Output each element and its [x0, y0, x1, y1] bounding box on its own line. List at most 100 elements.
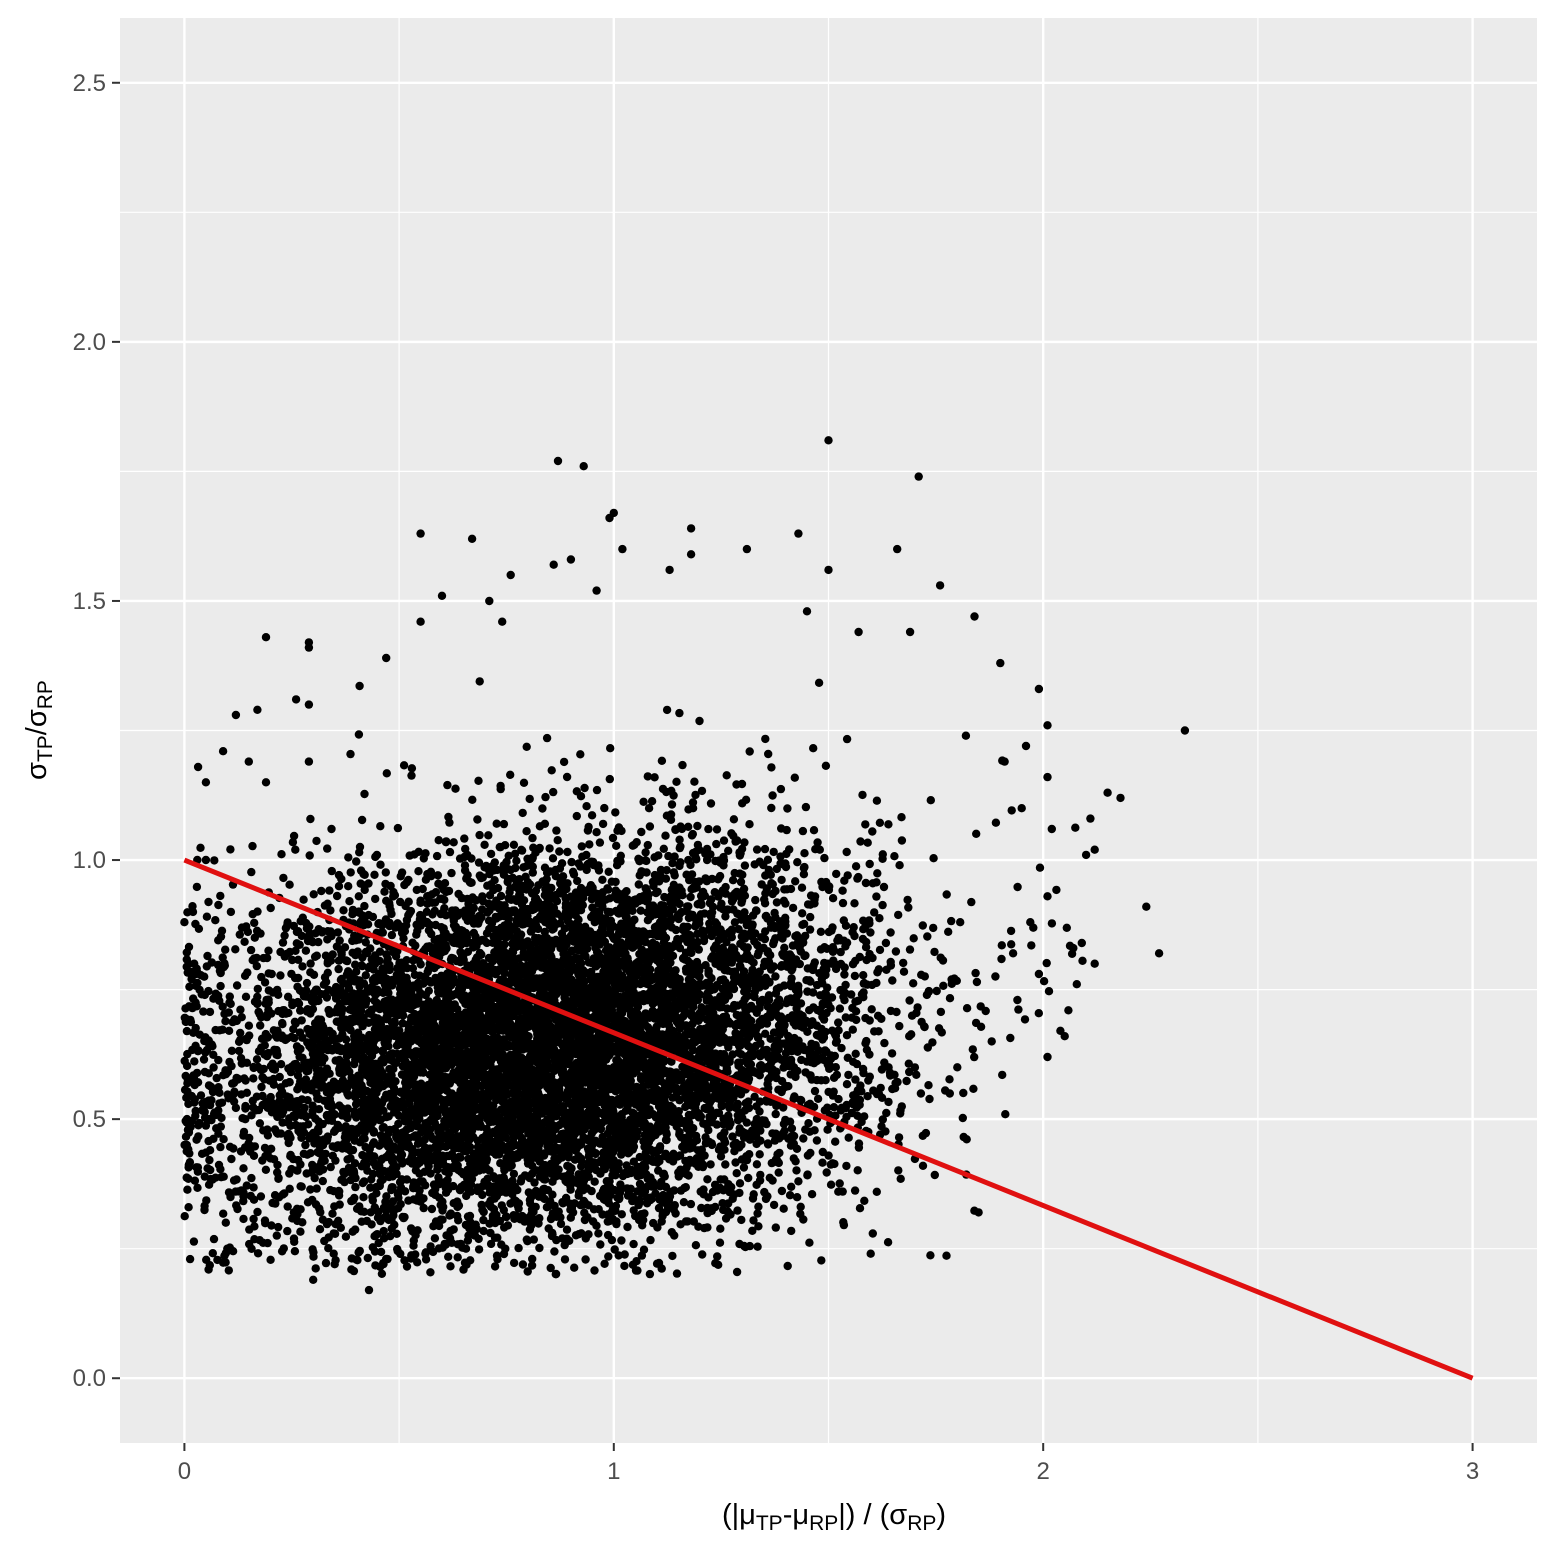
data-point [767, 803, 776, 813]
data-point [929, 923, 938, 933]
data-point [184, 1203, 193, 1212]
data-point [256, 1021, 265, 1030]
data-point [904, 903, 913, 912]
data-point [412, 930, 421, 939]
data-point [617, 1236, 626, 1245]
data-point [664, 851, 673, 861]
data-point [216, 1142, 225, 1152]
data-point [744, 1173, 753, 1183]
data-point [418, 884, 427, 894]
data-point [751, 895, 760, 905]
data-point [184, 1174, 193, 1184]
data-point [727, 933, 736, 942]
data-point [945, 1075, 954, 1084]
data-point [199, 1055, 209, 1064]
data-point [918, 921, 927, 930]
data-point [904, 1059, 913, 1068]
data-point [227, 1046, 237, 1056]
data-point [257, 1082, 266, 1092]
data-point [905, 945, 915, 954]
data-point [197, 1149, 207, 1159]
data-point [777, 875, 786, 885]
data-point [835, 1179, 844, 1188]
data-point [813, 838, 822, 847]
data-point [234, 1046, 244, 1056]
data-point [327, 866, 336, 876]
data-point [202, 912, 212, 921]
data-point [193, 1183, 202, 1193]
data-point [216, 981, 225, 991]
data-point [998, 1070, 1007, 1080]
data-point [377, 1269, 387, 1279]
data-point [341, 1232, 351, 1241]
data-point [538, 804, 547, 813]
data-point [716, 976, 725, 985]
data-point [543, 1202, 552, 1212]
data-point [249, 1074, 258, 1083]
data-point [335, 1200, 344, 1209]
data-point [292, 1042, 302, 1051]
data-point [221, 1218, 230, 1227]
data-point [180, 1212, 189, 1221]
data-point [693, 821, 702, 831]
data-point [296, 1006, 305, 1015]
data-point [787, 1182, 796, 1192]
data-point [211, 916, 220, 925]
data-point [399, 761, 409, 770]
data-point [659, 844, 668, 853]
data-point [775, 995, 784, 1004]
data-point [850, 1186, 860, 1195]
data-point [499, 819, 509, 829]
data-point [1014, 1005, 1023, 1014]
data-point [453, 1253, 462, 1262]
data-point [325, 886, 334, 895]
data-point [892, 1007, 901, 1017]
data-point [840, 996, 849, 1005]
data-point [903, 895, 912, 905]
data-point [654, 1258, 664, 1268]
data-point [535, 1243, 544, 1253]
data-point [339, 906, 348, 915]
data-point [592, 1158, 601, 1168]
data-point [427, 1204, 437, 1214]
data-point [866, 928, 875, 937]
data-point [730, 1147, 739, 1156]
data-point [314, 1117, 323, 1126]
data-point [675, 835, 684, 844]
data-point [430, 1234, 440, 1243]
data-point [426, 1268, 435, 1277]
data-point [528, 833, 537, 843]
data-point [740, 861, 750, 870]
data-point [836, 947, 845, 957]
data-point [514, 1243, 523, 1253]
data-point [771, 1223, 780, 1232]
data-point [735, 961, 745, 970]
data-point [428, 898, 437, 907]
data-point [318, 1176, 327, 1186]
data-point [418, 1177, 427, 1186]
data-point [471, 895, 480, 905]
data-point [712, 825, 722, 834]
data-point [449, 838, 458, 847]
data-point [291, 1019, 300, 1028]
data-point [760, 1187, 769, 1197]
data-point [449, 1225, 458, 1234]
data-point [273, 985, 282, 995]
data-point [891, 947, 901, 956]
data-point [644, 804, 654, 813]
grid-minor [120, 18, 1537, 1443]
data-point [909, 934, 918, 943]
data-point [311, 1264, 320, 1273]
data-point [895, 861, 904, 870]
data-point [649, 881, 658, 891]
data-point [559, 757, 569, 767]
data-point [810, 899, 819, 908]
data-point [798, 826, 808, 836]
data-point [821, 761, 831, 770]
data-point [831, 1137, 840, 1146]
data-point [938, 956, 948, 965]
data-point [189, 1237, 199, 1246]
data-point [205, 1146, 215, 1155]
data-point [844, 1133, 853, 1142]
data-point [897, 813, 906, 822]
